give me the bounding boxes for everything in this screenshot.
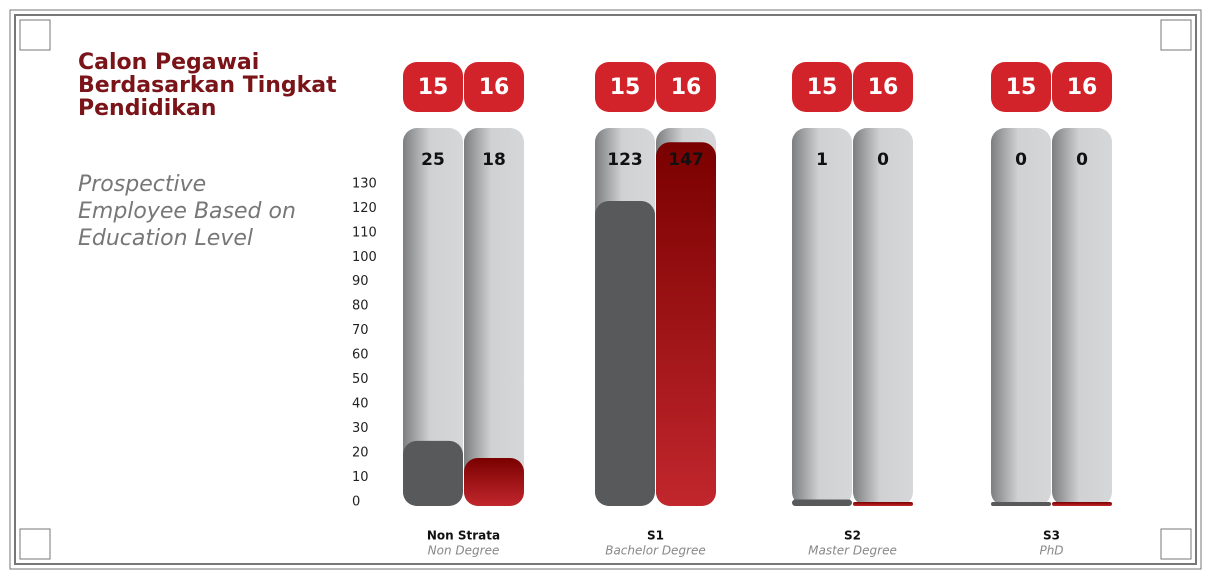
- bar: [991, 502, 1051, 506]
- tube: [464, 128, 524, 506]
- series-name: 16: [1067, 75, 1098, 100]
- tube: [853, 128, 913, 506]
- x-tick-label: S1: [647, 529, 664, 543]
- x-tick-sublabel: Non Degree: [428, 544, 500, 558]
- value-label: 18: [482, 150, 506, 170]
- series-name: 16: [671, 75, 702, 100]
- y-tick-label: 40: [352, 397, 369, 412]
- bar: [403, 440, 463, 506]
- value-label: 0: [877, 150, 889, 170]
- series-name: 15: [807, 75, 838, 100]
- x-tick-sublabel: Master Degree: [808, 544, 897, 558]
- y-tick-label: 130: [352, 176, 377, 191]
- y-tick-label: 10: [352, 470, 369, 485]
- y-tick-label: 30: [352, 421, 369, 436]
- series-name: 15: [418, 75, 449, 100]
- tube: [991, 128, 1051, 506]
- series-badge: [656, 62, 716, 112]
- x-tick-sublabel: PhD: [1039, 544, 1063, 558]
- series-name: 16: [868, 75, 899, 100]
- bar: [792, 499, 852, 506]
- series-name: 16: [479, 75, 510, 100]
- y-tick-label: 100: [352, 250, 377, 265]
- frame: [9, 9, 1202, 570]
- x-tick-label: Non Strata: [427, 529, 500, 543]
- series-badge: [595, 62, 655, 112]
- series-badge: [991, 62, 1051, 112]
- bar: [464, 457, 524, 506]
- y-tick-label: 80: [352, 299, 369, 314]
- value-label: 147: [668, 150, 704, 170]
- bar: [595, 200, 655, 506]
- tube: [1052, 128, 1112, 506]
- value-label: 1: [816, 150, 828, 170]
- y-tick-label: 60: [352, 348, 369, 363]
- x-tick-label: S3: [1043, 529, 1060, 543]
- chart-title: Calon Pegawai Berdasarkan Tingkat Pendidik…: [78, 50, 337, 121]
- series-badge: [1052, 62, 1112, 112]
- series-badge: [792, 62, 852, 112]
- series-badge: [853, 62, 913, 112]
- x-tick-sublabel: Bachelor Degree: [605, 544, 706, 558]
- x-tick-label: S2: [844, 529, 861, 543]
- value-label: 25: [421, 150, 445, 170]
- y-tick-label: 70: [352, 323, 369, 338]
- y-tick-label: 120: [352, 201, 377, 216]
- tube: [403, 128, 463, 506]
- series-badge: [403, 62, 463, 112]
- y-tick-label: 110: [352, 225, 377, 240]
- bar: [656, 142, 716, 506]
- value-label: 0: [1076, 150, 1088, 170]
- value-label: 123: [607, 150, 643, 170]
- bar: [853, 502, 913, 506]
- bar: [1052, 502, 1112, 506]
- chart-subtitle: Prospective Employee Based on Education Le…: [78, 172, 296, 251]
- tube: [792, 128, 852, 506]
- series-badge: [464, 62, 524, 112]
- y-tick-label: 90: [352, 274, 369, 289]
- y-tick-label: 50: [352, 372, 369, 387]
- series-name: 15: [1006, 75, 1037, 100]
- y-tick-label: 20: [352, 446, 369, 461]
- series-name: 15: [610, 75, 641, 100]
- value-label: 0: [1015, 150, 1027, 170]
- y-tick-label: 0: [352, 495, 360, 510]
